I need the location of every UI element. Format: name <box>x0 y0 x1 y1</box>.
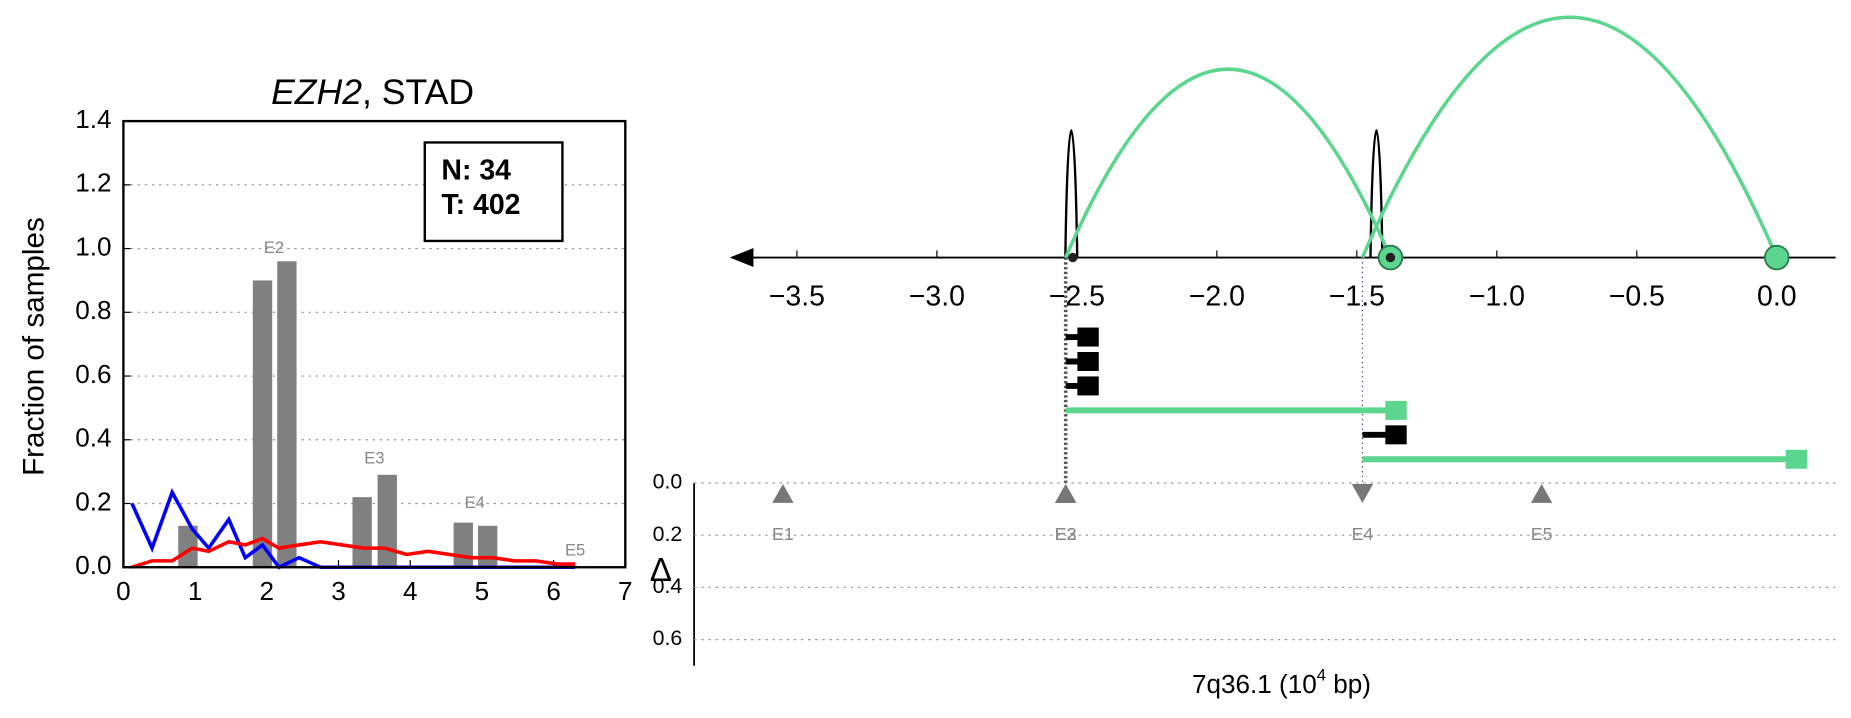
y-tick-label: 0.4 <box>75 423 111 453</box>
y-tick-label: 0.0 <box>75 550 111 580</box>
segment-end <box>1077 376 1099 396</box>
exon-marker <box>1054 483 1077 503</box>
x-tick-label: −3.0 <box>909 280 965 312</box>
arc-start <box>1068 252 1078 263</box>
segment-end <box>1385 425 1407 445</box>
segment-end <box>1077 351 1099 371</box>
bar <box>377 474 397 568</box>
y-tick-label: 1.4 <box>75 104 111 134</box>
arc-end-dot <box>1385 252 1396 263</box>
exon-label: E1 <box>772 524 794 544</box>
exon-label: E3 <box>1055 524 1077 544</box>
arc-end <box>1764 244 1790 271</box>
title-cohort: , STAD <box>362 72 474 112</box>
y-axis-label: Fraction of samples <box>17 217 50 476</box>
y-tick-label: 0.8 <box>75 295 111 325</box>
x-tick-label: 6 <box>546 576 561 606</box>
x-tick-label: 0.0 <box>1757 280 1797 312</box>
bar <box>277 261 297 568</box>
y-tick-label: 0.2 <box>75 486 111 516</box>
x-tick-label: 3 <box>331 576 346 606</box>
exon-label: E4 <box>465 493 485 512</box>
y-tick-label: 0.0 <box>653 470 683 494</box>
segment-end <box>1385 400 1407 420</box>
x-tick-label: −2.0 <box>1189 280 1245 312</box>
y-tick-label: 0.2 <box>653 522 683 546</box>
exon-label: E2 <box>1055 524 1077 544</box>
bar <box>352 497 372 568</box>
exon-marker <box>1351 483 1374 503</box>
exon-label: E5 <box>1531 524 1553 544</box>
xlabel-exponent: 4 <box>1317 666 1326 685</box>
x-tick-label: 1 <box>188 576 203 606</box>
bar <box>178 525 198 568</box>
exon-marker <box>772 483 794 503</box>
y-tick-label: 1.2 <box>75 168 111 198</box>
x-tick-label: −1.0 <box>1469 280 1525 312</box>
title-gene: EZH2 <box>271 72 362 112</box>
bar <box>477 525 498 568</box>
arc <box>1360 15 1779 259</box>
y-tick-label: 1.0 <box>75 231 111 261</box>
axis-arrow <box>729 248 754 268</box>
peak <box>1064 129 1079 258</box>
x-axis-label: 7q36.1 (104 bp) <box>1192 666 1371 699</box>
bar <box>453 522 473 568</box>
exon-label: E2 <box>264 238 284 257</box>
x-tick-label: −3.5 <box>769 280 825 312</box>
series-line <box>131 536 576 569</box>
chart-title: EZH2, STAD <box>271 72 474 112</box>
xlabel-part: bp) <box>1326 669 1371 699</box>
plot-frame <box>122 119 627 569</box>
x-tick-label: 2 <box>260 576 275 606</box>
x-tick-label: −1.5 <box>1329 280 1385 312</box>
count-text: T: 402 <box>441 189 520 221</box>
exon-marker <box>1530 483 1553 503</box>
exon-label: E5 <box>565 541 585 560</box>
x-tick-label: −2.5 <box>1049 280 1105 312</box>
segment-end <box>1077 327 1099 347</box>
arc <box>1064 67 1393 259</box>
count-box <box>423 141 564 243</box>
x-tick-label: 7 <box>618 576 633 606</box>
y-tick-label: 0.4 <box>653 574 683 598</box>
exon-label: E4 <box>1352 524 1374 544</box>
x-tick-label: 4 <box>403 576 418 606</box>
bar <box>252 280 273 568</box>
delta-axis-label: Δ <box>650 552 672 589</box>
x-tick-label: −0.5 <box>1609 280 1665 312</box>
y-tick-label: 0.6 <box>653 626 683 650</box>
xlabel-part: 7q36.1 (10 <box>1192 669 1317 699</box>
x-tick-label: 5 <box>475 576 490 606</box>
x-tick-label: 0 <box>116 576 131 606</box>
y-tick-label: 0.6 <box>75 359 111 389</box>
peak <box>1369 129 1384 258</box>
segment-end <box>1785 449 1808 469</box>
exon-label: E3 <box>364 448 384 467</box>
count-text: N: 34 <box>441 155 511 187</box>
